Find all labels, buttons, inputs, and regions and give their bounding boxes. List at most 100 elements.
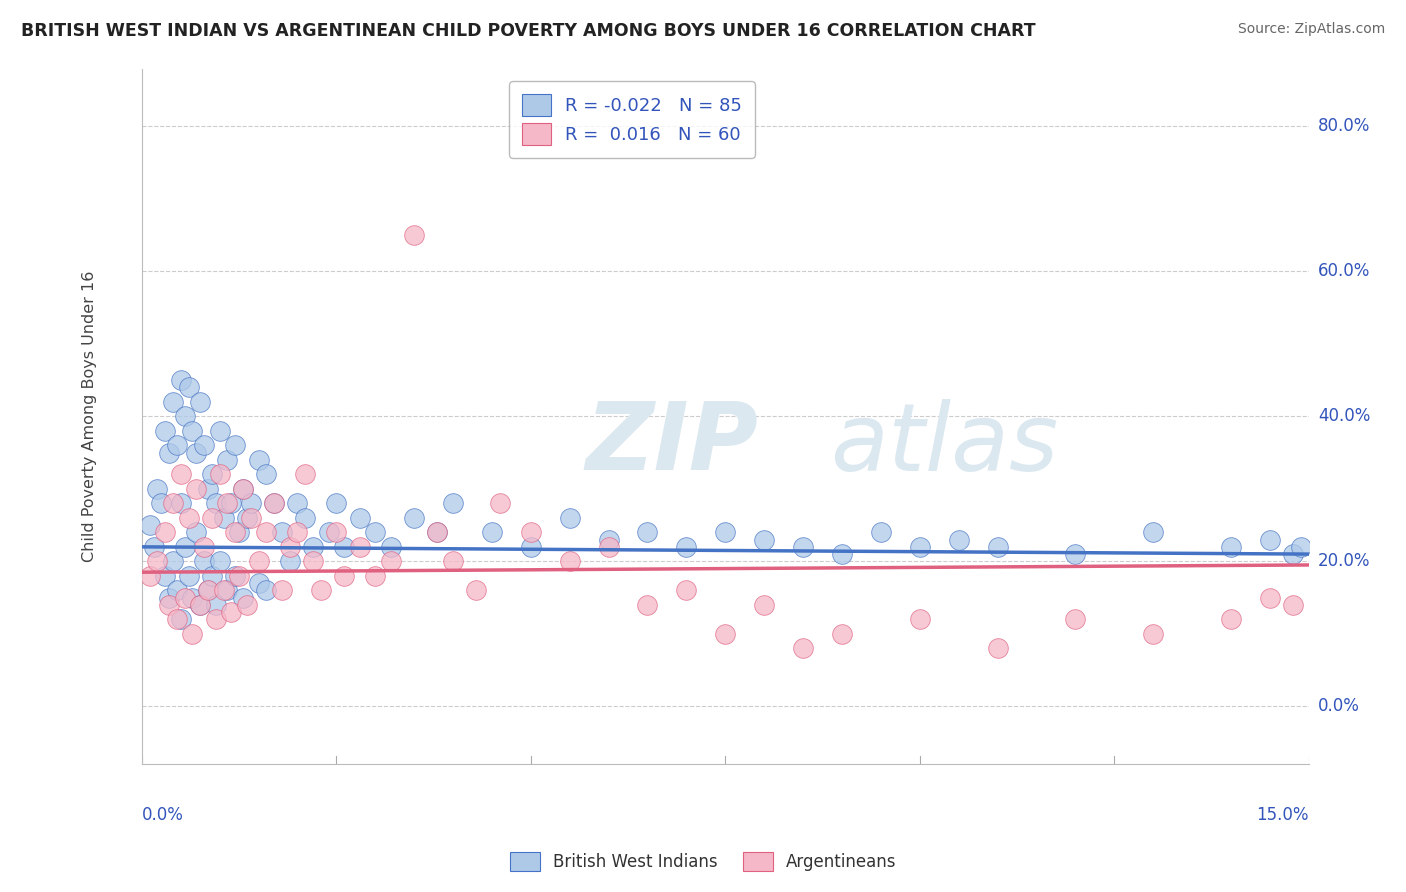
Point (177, 569, 200, 583)
Point (239, 496, 262, 510)
Point (908, 540, 931, 554)
Point (831, 627, 853, 641)
Point (270, 525, 292, 540)
Point (520, 525, 543, 540)
Point (181, 591, 204, 605)
Point (714, 627, 737, 641)
Point (204, 598, 226, 612)
Point (212, 511, 235, 525)
Point (217, 453, 239, 467)
Point (294, 467, 316, 482)
Text: 20.0%: 20.0% (1317, 552, 1371, 570)
Point (162, 496, 184, 510)
Point (247, 554, 270, 568)
Point (217, 583, 239, 598)
Point (318, 525, 340, 540)
Point (1258, 591, 1281, 605)
Point (637, 598, 659, 612)
Point (186, 482, 208, 496)
Point (287, 496, 309, 510)
Point (188, 395, 211, 409)
Point (138, 518, 160, 533)
Point (325, 496, 347, 510)
Point (263, 496, 285, 510)
Point (193, 540, 215, 554)
Point (221, 496, 243, 510)
Point (173, 409, 195, 424)
Point (294, 511, 316, 525)
Point (208, 424, 231, 438)
Text: Child Poverty Among Boys Under 16: Child Poverty Among Boys Under 16 (82, 270, 97, 562)
Point (188, 598, 211, 612)
Point (1258, 533, 1281, 547)
Text: 60.0%: 60.0% (1317, 262, 1371, 280)
Point (380, 554, 402, 568)
Point (247, 453, 270, 467)
Point (170, 496, 193, 510)
Point (404, 228, 426, 243)
Point (349, 540, 371, 554)
Point (309, 583, 332, 598)
Point (157, 445, 180, 459)
Point (232, 482, 254, 496)
Point (254, 467, 277, 482)
Point (153, 569, 176, 583)
Text: 0.0%: 0.0% (142, 806, 184, 824)
Point (173, 540, 195, 554)
Point (792, 641, 814, 656)
Point (186, 445, 208, 459)
Point (150, 496, 173, 510)
Point (181, 627, 204, 641)
Point (1064, 547, 1087, 561)
Point (153, 525, 176, 540)
Point (1142, 627, 1164, 641)
Point (441, 554, 464, 568)
Point (278, 540, 301, 554)
Point (193, 438, 215, 452)
Point (426, 525, 449, 540)
Point (224, 438, 246, 452)
Point (204, 496, 226, 510)
Text: 40.0%: 40.0% (1317, 408, 1371, 425)
Point (333, 540, 356, 554)
Text: BRITISH WEST INDIAN VS ARGENTINEAN CHILD POVERTY AMONG BOYS UNDER 16 CORRELATION: BRITISH WEST INDIAN VS ARGENTINEAN CHILD… (21, 22, 1036, 40)
Point (869, 525, 891, 540)
Point (188, 598, 211, 612)
Text: 0.0%: 0.0% (1317, 698, 1360, 715)
Point (232, 591, 254, 605)
Point (752, 533, 775, 547)
Legend: R = -0.022   N = 85, R =  0.016   N = 60: R = -0.022 N = 85, R = 0.016 N = 60 (509, 81, 755, 158)
Point (558, 554, 581, 568)
Point (146, 554, 169, 568)
Point (170, 467, 193, 482)
Point (333, 569, 356, 583)
Point (177, 380, 200, 394)
Point (228, 569, 250, 583)
Point (232, 482, 254, 496)
Point (181, 424, 204, 438)
Point (520, 540, 543, 554)
Point (558, 511, 581, 525)
Point (1289, 540, 1312, 554)
Point (598, 533, 620, 547)
Point (166, 438, 188, 452)
Point (236, 511, 259, 525)
Point (212, 583, 235, 598)
Point (201, 467, 224, 482)
Point (157, 598, 180, 612)
Point (236, 598, 259, 612)
Point (380, 540, 402, 554)
Point (278, 554, 301, 568)
Point (908, 612, 931, 626)
Point (404, 511, 426, 525)
Point (426, 525, 449, 540)
Point (1282, 547, 1305, 561)
Point (675, 583, 697, 598)
Point (204, 612, 226, 626)
Point (287, 525, 309, 540)
Point (441, 496, 464, 510)
Point (142, 540, 165, 554)
Point (177, 511, 200, 525)
Text: 80.0%: 80.0% (1317, 118, 1371, 136)
Point (1282, 598, 1305, 612)
